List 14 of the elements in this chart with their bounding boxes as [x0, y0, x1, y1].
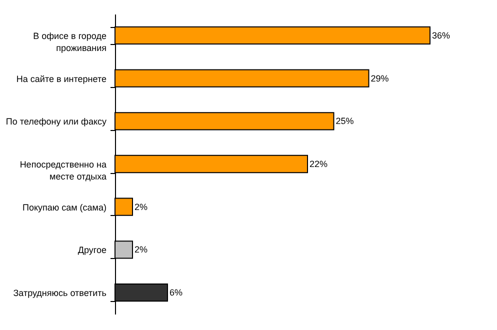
data-label: 6% — [170, 288, 183, 298]
data-label: 29% — [370, 73, 389, 84]
data-label: 36% — [432, 30, 450, 40]
data-label: 2% — [134, 202, 148, 212]
y-tick-label: Другое — [78, 245, 106, 256]
y-tick-label: На сайте в интернете — [16, 74, 106, 84]
y-tick-label: По телефону или факсу — [6, 116, 107, 127]
data-label: 2% — [134, 244, 148, 255]
data-label: 25% — [336, 116, 354, 126]
y-tick-label: Покупаю сам (сама) — [22, 202, 106, 212]
data-label: 22% — [310, 159, 328, 169]
y-tick-label: Затрудняюсь ответить — [13, 288, 107, 298]
y-tick-label: Непосредственно на месте отдыха — [20, 160, 106, 182]
y-tick-label: В офисе в городе проживания — [33, 30, 107, 53]
